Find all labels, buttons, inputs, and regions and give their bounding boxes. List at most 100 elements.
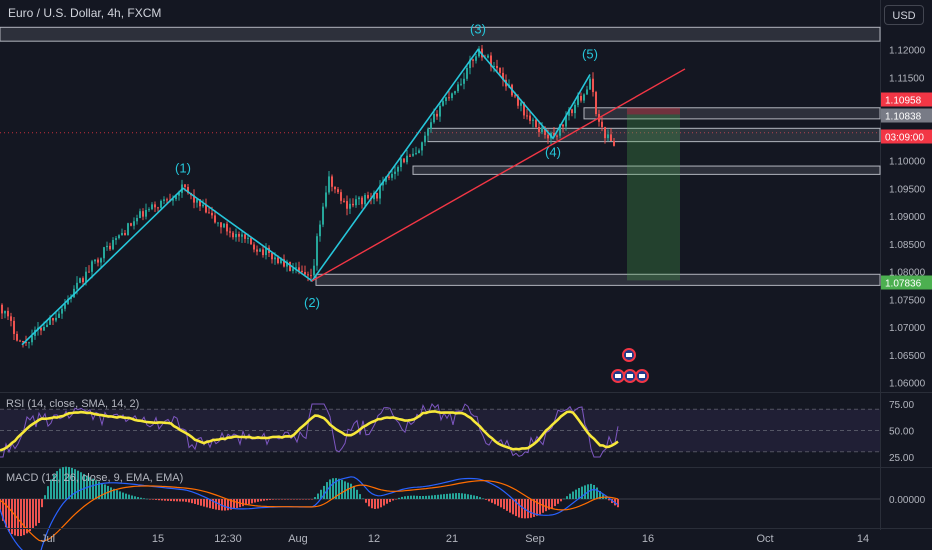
macd-histogram-bar xyxy=(341,479,343,499)
candle-body xyxy=(571,109,573,114)
candle-body xyxy=(463,78,465,84)
candle-body xyxy=(70,297,72,300)
candle-body xyxy=(193,195,195,203)
macd-histogram-bar xyxy=(140,497,142,499)
candle-body xyxy=(130,223,132,226)
candle-body xyxy=(271,252,273,260)
candle-body xyxy=(106,245,108,248)
candle-body xyxy=(247,237,249,239)
short-position-box[interactable] xyxy=(627,107,680,281)
macd-histogram-bar xyxy=(245,499,247,506)
macd-histogram-bar xyxy=(113,488,115,499)
rsi-pane: 75.00 50.00 25.00 xyxy=(0,400,914,464)
candle-body xyxy=(199,199,201,207)
currency-button[interactable]: USD xyxy=(884,5,924,25)
macd-histogram-bar xyxy=(491,499,493,503)
candle-body xyxy=(166,199,168,201)
candle-body xyxy=(85,271,87,283)
price-tick-label: 1.09500 xyxy=(889,184,926,195)
macd-histogram-bar xyxy=(401,496,403,499)
candle-body xyxy=(565,115,567,127)
candle-body xyxy=(244,234,246,239)
candle-body xyxy=(478,48,480,57)
macd-histogram-bar xyxy=(194,499,196,504)
candle-body xyxy=(403,158,405,163)
macd-histogram-bar xyxy=(368,499,370,507)
price-tick-label: 1.09000 xyxy=(889,212,926,223)
candle-body xyxy=(544,127,546,135)
flag-stripe xyxy=(615,374,621,378)
event-flags[interactable] xyxy=(611,348,649,383)
candle-body xyxy=(343,200,345,202)
candle-body xyxy=(58,313,60,318)
macd-histogram-bar xyxy=(359,494,361,499)
macd-histogram-bar xyxy=(335,478,337,499)
macd-histogram-bar xyxy=(356,489,358,499)
time-tick-label: 12:30 xyxy=(214,533,242,545)
candle-body xyxy=(406,155,408,163)
candle-body xyxy=(610,134,612,142)
macd-histogram-bar xyxy=(62,467,64,499)
macd-histogram-bar xyxy=(215,499,217,510)
macd-histogram-bar xyxy=(122,492,124,499)
macd-histogram-bar xyxy=(71,467,73,499)
macd-histogram-bar xyxy=(32,499,34,529)
candle-body xyxy=(43,326,45,331)
candle-body xyxy=(313,265,315,276)
candle-body xyxy=(241,234,243,237)
candle-body xyxy=(595,92,597,115)
macd-histogram-bar xyxy=(518,499,520,518)
macd-histogram-bar xyxy=(443,494,445,499)
candle-body xyxy=(91,261,93,272)
macd-histogram-bar xyxy=(407,495,409,499)
candle-body xyxy=(520,102,522,106)
candle-body xyxy=(160,200,162,208)
macd-histogram-bar xyxy=(557,499,559,504)
candle-body xyxy=(415,153,417,155)
macd-histogram-bar xyxy=(50,479,52,499)
candle-body xyxy=(136,218,138,222)
candle-body xyxy=(397,167,399,172)
candle-body xyxy=(55,317,57,321)
macd-histogram-bar xyxy=(35,499,37,526)
macd-histogram-bar xyxy=(473,495,475,499)
candle-body xyxy=(4,310,6,314)
candle-body xyxy=(220,222,222,228)
candle-body xyxy=(529,115,531,121)
macd-histogram-bar xyxy=(494,499,496,505)
rsi-tick-label: 75.00 xyxy=(889,400,914,411)
candle-body xyxy=(496,65,498,68)
macd-histogram-bar xyxy=(575,489,577,499)
candle-body xyxy=(367,195,369,199)
macd-histogram-bar xyxy=(590,483,592,499)
candle-body xyxy=(589,78,591,90)
macd-histogram-bar xyxy=(137,497,139,499)
candle-body xyxy=(178,192,180,196)
price-tick-label: 1.06500 xyxy=(889,351,926,362)
macd-histogram-bar xyxy=(452,493,454,499)
candle-body xyxy=(28,342,30,344)
macd-histogram-bar xyxy=(275,499,277,500)
time-tick-label: Oct xyxy=(756,533,773,545)
candle-body xyxy=(298,267,300,271)
candle-body xyxy=(427,128,429,136)
candle-body xyxy=(502,72,504,80)
macd-histogram-bar xyxy=(392,499,394,501)
macd-histogram-bar xyxy=(458,493,460,499)
macd-histogram-bar xyxy=(353,486,355,499)
candle-body xyxy=(292,268,294,271)
candle-body xyxy=(172,199,174,201)
macd-histogram-bar xyxy=(269,499,271,500)
candle-body xyxy=(337,189,339,193)
macd-histogram-bar xyxy=(299,499,301,500)
candle-body xyxy=(349,203,351,209)
macd-histogram-bar xyxy=(266,499,268,501)
axis-border xyxy=(880,0,881,530)
time-axis: Jul 15 12:30 Aug 12 21 Sep 16 Oct 14 xyxy=(0,528,932,545)
candle-body xyxy=(151,204,153,210)
macd-histogram-bar xyxy=(467,494,469,499)
candle-body xyxy=(94,259,96,262)
take-profit-area xyxy=(627,114,680,281)
macd-histogram-bar xyxy=(431,495,433,499)
